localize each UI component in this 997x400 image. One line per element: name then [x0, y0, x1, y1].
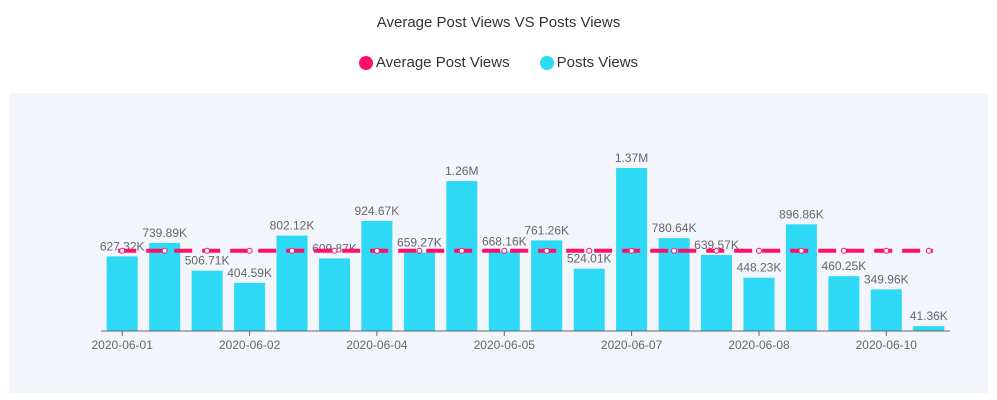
bar-18[interactable]: [870, 289, 902, 331]
bar-value-label-4: 802.12K: [270, 219, 315, 233]
average-point-16[interactable]: [798, 247, 805, 254]
x-tick-label-6: 2020-06-10: [856, 338, 918, 352]
bar-value-label-13: 780.64K: [652, 221, 697, 235]
bar-value-label-19: 41.36K: [910, 309, 948, 323]
legend-marker-posts-icon: [539, 55, 554, 70]
average-point-2[interactable]: [204, 247, 211, 254]
bar-2[interactable]: [191, 270, 223, 331]
average-point-7[interactable]: [416, 247, 423, 254]
bar-value-label-18: 349.96K: [864, 272, 909, 286]
bar-value-label-16: 896.86K: [779, 207, 824, 221]
average-point-18[interactable]: [883, 247, 890, 254]
bar-value-label-10: 761.26K: [524, 223, 569, 237]
legend-label-average: Average Post Views: [375, 54, 510, 71]
x-tick-label-2: 2020-06-04: [346, 338, 408, 352]
average-point-15[interactable]: [756, 247, 762, 254]
bar-1[interactable]: [149, 243, 181, 331]
bar-value-label-9: 668.16K: [482, 235, 527, 249]
bar-value-label-7: 659.27K: [397, 236, 442, 250]
average-point-8[interactable]: [458, 247, 465, 254]
bar-value-label-17: 460.25K: [822, 259, 867, 273]
bar-15[interactable]: [743, 277, 775, 331]
average-point-10[interactable]: [543, 247, 550, 254]
bar-value-label-3: 404.59K: [227, 266, 272, 280]
legend: Average Post Views Posts Views: [0, 54, 997, 71]
bar-0[interactable]: [106, 256, 138, 331]
average-point-1[interactable]: [161, 247, 168, 254]
bar-value-label-11: 524.01K: [567, 252, 612, 266]
average-point-6[interactable]: [373, 247, 380, 254]
bar-value-label-1: 739.89K: [142, 226, 187, 240]
bar-17[interactable]: [828, 276, 860, 331]
bar-6[interactable]: [361, 221, 393, 331]
legend-marker-average-icon: [358, 55, 373, 70]
bar-11[interactable]: [573, 268, 605, 331]
average-point-4[interactable]: [289, 247, 295, 254]
bar-10[interactable]: [531, 240, 563, 331]
x-tick-label-4: 2020-06-07: [601, 338, 663, 352]
bar-value-label-2: 506.71K: [185, 254, 230, 268]
bar-14[interactable]: [701, 254, 732, 331]
bar-9[interactable]: [488, 251, 520, 332]
average-point-11[interactable]: [586, 247, 593, 254]
x-tick-label-1: 2020-06-02: [219, 338, 281, 352]
bar-19[interactable]: [913, 326, 945, 331]
bar-7[interactable]: [403, 252, 435, 331]
average-point-13[interactable]: [671, 247, 678, 254]
average-point-5[interactable]: [331, 247, 338, 254]
legend-label-posts: Posts Views: [556, 54, 639, 71]
bar-8[interactable]: [446, 181, 478, 331]
bar-3[interactable]: [234, 282, 266, 331]
x-tick-label-3: 2020-06-05: [474, 338, 536, 352]
average-point-3[interactable]: [246, 247, 253, 254]
average-point-17[interactable]: [840, 247, 847, 254]
bar-value-label-12: 1.37M: [615, 151, 648, 165]
average-point-0[interactable]: [119, 247, 126, 254]
bar-value-label-14: 639.57K: [694, 238, 739, 252]
x-tick-label-5: 2020-06-08: [728, 338, 790, 352]
bar-value-label-15: 448.23K: [737, 261, 782, 275]
legend-item-posts-views[interactable]: Posts Views: [539, 54, 639, 71]
bar-5[interactable]: [319, 258, 350, 331]
average-point-14[interactable]: [713, 247, 720, 254]
average-point-19[interactable]: [925, 247, 932, 254]
bar-value-label-6: 924.67K: [355, 204, 400, 218]
average-point-9[interactable]: [501, 247, 508, 254]
bar-16[interactable]: [785, 224, 817, 331]
average-point-12[interactable]: [628, 247, 635, 254]
chart-title: Average Post Views VS Posts Views: [376, 14, 621, 31]
legend-item-average-post-views[interactable]: Average Post Views: [358, 54, 510, 71]
x-tick-label-0: 2020-06-01: [92, 338, 154, 352]
bar-value-label-8: 1.26M: [445, 164, 478, 178]
